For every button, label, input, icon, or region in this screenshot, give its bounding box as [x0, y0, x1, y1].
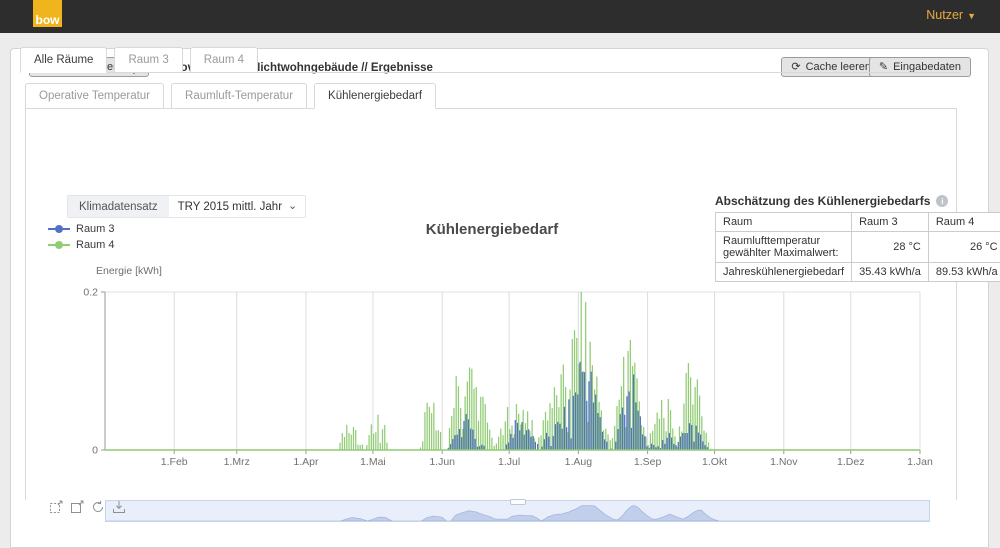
chevron-down-icon: ⌄ — [288, 196, 305, 217]
edit-icon: ✎ — [879, 62, 888, 73]
subtab-raumluft-temperatur[interactable]: Raumluft-Temperatur — [171, 83, 307, 109]
legend-item-raum-3[interactable]: Raum 3 — [48, 221, 115, 237]
table-header-cell: Raum 4 — [928, 213, 1000, 232]
table-label-cell: Jahreskühlenergiebedarf — [716, 263, 852, 282]
input-data-button[interactable]: ✎ Eingabedaten — [869, 57, 971, 77]
table-value-cell: 28 °C — [852, 232, 929, 263]
chevron-down-icon: ▼ — [967, 11, 976, 21]
climate-dataset-label: Klimadatensatz — [68, 196, 169, 217]
user-menu[interactable]: Nutzer ▼ — [926, 8, 976, 22]
view-tabs: Operative Temperatur Raumluft-Temperatur K… — [25, 83, 436, 109]
subtab-kühlenergiebedarf[interactable]: Kühlenergiebedarf — [314, 83, 436, 109]
info-icon[interactable]: i — [936, 195, 948, 207]
climate-dataset-value: TRY 2015 mittl. Jahr — [169, 196, 288, 217]
zoom-reset-icon[interactable] — [69, 499, 85, 515]
restore-icon[interactable] — [90, 499, 106, 515]
tab-raum-3[interactable]: Raum 3 — [114, 47, 182, 73]
user-menu-label: Nutzer — [926, 8, 963, 22]
table-value-cell: 35.43 kWh/a — [852, 263, 929, 282]
table-value-cell: 89.53 kWh/a — [928, 263, 1000, 282]
legend-marker — [48, 244, 70, 246]
app-logo: bow — [33, 0, 62, 27]
refresh-icon: ⟳ — [791, 62, 800, 73]
table-header-cell: Raum — [716, 213, 852, 232]
table-header-cell: Raum 3 — [852, 213, 929, 232]
view-tab-panel — [25, 108, 957, 500]
top-navbar: bow Nutzer ▼ — [0, 0, 1000, 33]
legend-label: Raum 3 — [76, 223, 115, 235]
datazoom-slider[interactable] — [105, 500, 930, 522]
subtab-operative-temperatur[interactable]: Operative Temperatur — [25, 83, 164, 109]
table-row: Raumlufttemperatur gewählter Maximalwert… — [716, 232, 1000, 263]
summary-title-text: Abschätzung des Kühlenergiebedarfs — [715, 194, 930, 208]
tab-alle-räume[interactable]: Alle Räume — [20, 47, 107, 73]
chart-toolbox — [48, 499, 127, 515]
legend-label: Raum 4 — [76, 239, 115, 251]
y-axis-label: Energie [kWh] — [96, 265, 162, 277]
climate-dataset-select[interactable]: Klimadatensatz TRY 2015 mittl. Jahr ⌄ — [67, 195, 306, 218]
legend-item-raum-4[interactable]: Raum 4 — [48, 237, 115, 253]
table-label-cell: Raumlufttemperatur gewählter Maximalwert… — [716, 232, 852, 263]
table-value-cell: 26 °C — [928, 232, 1000, 263]
legend-marker — [48, 228, 70, 230]
clear-cache-button[interactable]: ⟳ Cache leeren — [781, 57, 881, 77]
chart-title: Kühlenergiebedarf — [342, 221, 642, 238]
tab-raum-4[interactable]: Raum 4 — [190, 47, 258, 73]
datazoom-handle[interactable] — [510, 499, 526, 505]
chart-legend: Raum 3 Raum 4 — [48, 221, 115, 253]
save-image-icon[interactable] — [111, 499, 127, 515]
room-tabs: Alle Räume Raum 3 Raum 4 — [20, 47, 258, 73]
zoom-select-icon[interactable] — [48, 499, 64, 515]
summary-table-title: Abschätzung des Kühlenergiebedarfs i — [715, 194, 948, 208]
